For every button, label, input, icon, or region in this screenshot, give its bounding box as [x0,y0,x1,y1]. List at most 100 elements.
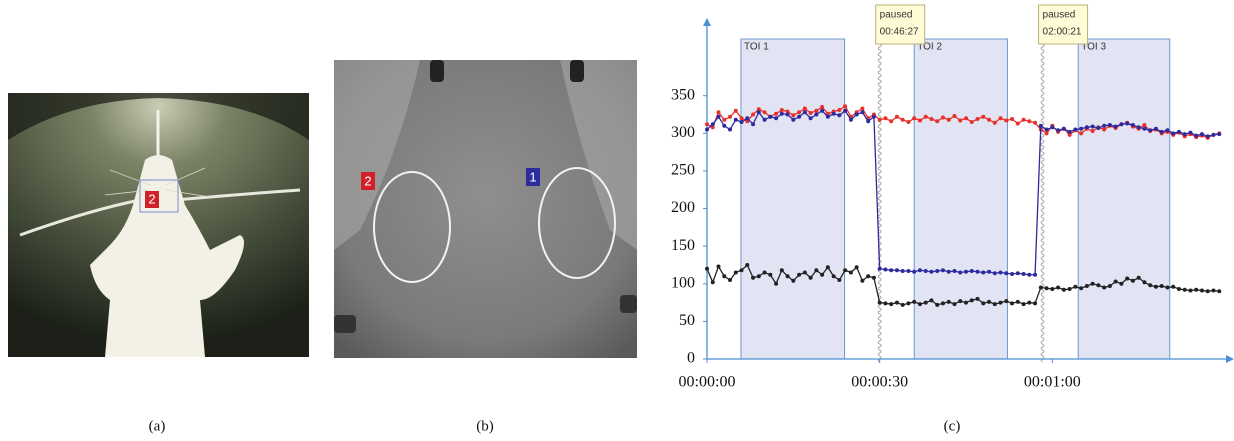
series-point [762,110,767,115]
series-point [1090,129,1095,134]
series-point [900,268,905,273]
series-point [1084,125,1089,130]
series-point [923,268,928,273]
series-point [1113,279,1118,284]
series-point [1188,130,1193,135]
series-point [762,117,767,122]
series-point [883,116,888,121]
series-point [1194,133,1199,138]
series-point [837,107,842,112]
series-point [917,268,922,273]
series-point [975,117,980,122]
series-point [964,300,968,305]
series-point [843,268,848,273]
series-point [883,267,888,272]
series-point [877,117,882,122]
series-point [1004,299,1009,304]
series-point [843,104,848,109]
series-point [871,275,876,280]
series-point [929,117,934,122]
series-point [1102,123,1107,128]
series-point [946,117,951,122]
series-point [1165,128,1170,133]
series-point [1027,300,1032,305]
y-arrow [703,18,711,26]
series-point [940,301,945,306]
roi-marker: 2 [364,173,371,188]
toi-region [1077,38,1171,360]
series-point [710,125,715,130]
series-point [946,269,951,274]
series-point [940,268,945,273]
series-point [952,268,957,273]
series-point [728,127,733,132]
pause-text: paused [1043,10,1076,21]
series-point [1211,132,1216,137]
series-point [1148,283,1153,288]
series-point [705,127,709,132]
series-point [987,117,992,122]
series-point [774,111,779,116]
series-point [1159,129,1164,134]
series-point [1194,287,1199,292]
series-point [1182,132,1187,137]
series-point [791,113,796,118]
series-point [894,268,899,273]
series-point [1153,284,1158,289]
series-point [1217,132,1222,137]
series-point [1107,123,1112,128]
y-tick-label: 250 [671,162,695,179]
series-point [958,118,963,123]
series-point [751,275,756,280]
series-point [929,298,934,303]
toi-label: TOI 2 [917,42,942,53]
series-point [1067,129,1072,134]
series-point [889,268,894,273]
series-point [860,106,865,111]
series-point [1061,126,1066,131]
panel-label: (c) [944,418,961,434]
series-point [1044,127,1049,132]
series-point [710,280,715,285]
panel-label: (a) [149,418,166,434]
series-point [779,107,784,112]
series-point [1021,302,1026,307]
photo-b [334,60,637,358]
series-point [1004,118,1009,123]
series-point [1090,124,1095,129]
series-point [1136,125,1141,130]
series-point [739,116,744,121]
series-point [871,114,876,119]
series-point [952,302,957,307]
series-point [923,300,928,305]
series-point [774,281,779,286]
series-point [860,110,865,115]
series-point [1044,286,1049,291]
series-point [733,270,738,275]
series-point [981,114,986,119]
series-point [722,123,727,128]
series-point [1205,289,1210,294]
series-point [825,111,830,116]
series-point [768,272,773,277]
series-point [791,278,796,283]
series-point [1027,119,1032,124]
series-point [733,108,738,113]
series-point [906,268,911,273]
series-point [745,116,750,121]
series-point [716,110,721,115]
series-point [1010,271,1015,276]
x-tick-label: 00:00:30 [851,374,908,391]
series-point [987,299,992,304]
series-point [889,302,894,307]
series-point [1199,288,1204,293]
series-point [1136,275,1141,280]
series-point [1125,121,1130,126]
series-point [1107,284,1112,289]
series-point [1090,281,1095,286]
series-point [992,302,997,307]
series-point [756,110,761,115]
series-point [768,114,773,119]
series-point [1015,121,1020,126]
series-point [975,296,980,301]
